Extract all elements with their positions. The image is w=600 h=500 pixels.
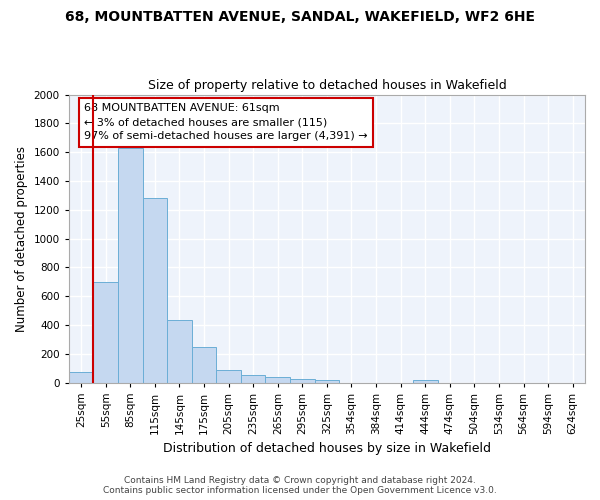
Bar	[143, 198, 167, 382]
Y-axis label: Number of detached properties: Number of detached properties	[15, 146, 28, 332]
Bar	[265, 378, 290, 382]
Bar	[69, 372, 94, 382]
Text: Contains HM Land Registry data © Crown copyright and database right 2024.
Contai: Contains HM Land Registry data © Crown c…	[103, 476, 497, 495]
Bar	[413, 380, 437, 382]
Bar	[241, 375, 265, 382]
Bar	[290, 379, 314, 382]
Bar	[167, 320, 192, 382]
Text: 68 MOUNTBATTEN AVENUE: 61sqm
← 3% of detached houses are smaller (115)
97% of se: 68 MOUNTBATTEN AVENUE: 61sqm ← 3% of det…	[85, 103, 368, 141]
Bar	[217, 370, 241, 382]
Bar	[314, 380, 339, 382]
Title: Size of property relative to detached houses in Wakefield: Size of property relative to detached ho…	[148, 79, 506, 92]
Bar	[192, 346, 217, 382]
X-axis label: Distribution of detached houses by size in Wakefield: Distribution of detached houses by size …	[163, 442, 491, 455]
Bar	[118, 148, 143, 382]
Text: 68, MOUNTBATTEN AVENUE, SANDAL, WAKEFIELD, WF2 6HE: 68, MOUNTBATTEN AVENUE, SANDAL, WAKEFIEL…	[65, 10, 535, 24]
Bar	[94, 282, 118, 382]
